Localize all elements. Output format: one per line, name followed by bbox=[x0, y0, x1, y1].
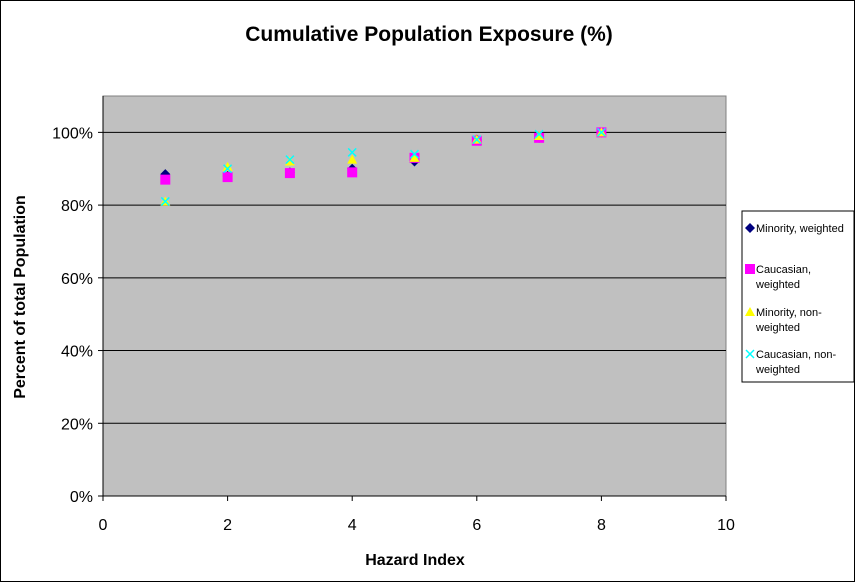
legend: Minority, weighted Caucasian, weighted Mino… bbox=[741, 210, 854, 383]
marker-stroke bbox=[472, 135, 482, 145]
legend-marker bbox=[745, 264, 755, 274]
data-point bbox=[285, 155, 295, 165]
tick-labels: 0% 20% 40% 60% 80% 100% 0 2 4 6 8 10 bbox=[52, 125, 735, 534]
legend-marker bbox=[745, 307, 755, 316]
data-point bbox=[409, 152, 420, 162]
x-axis-title: Hazard Index bbox=[365, 552, 465, 569]
marker-stroke bbox=[223, 164, 233, 174]
data-point bbox=[222, 172, 233, 183]
marker-stroke bbox=[534, 129, 544, 139]
data-point bbox=[222, 161, 233, 171]
marker-stroke bbox=[409, 149, 420, 159]
y-tick-label: 80% bbox=[61, 198, 93, 215]
legend-label: Caucasian, bbox=[756, 264, 811, 276]
axes bbox=[98, 96, 727, 501]
data-point bbox=[347, 154, 358, 164]
data-point bbox=[472, 135, 482, 145]
y-tick-label: 40% bbox=[61, 344, 93, 361]
marker-stroke bbox=[596, 127, 606, 137]
legend-label: weighted bbox=[755, 364, 800, 376]
data-point bbox=[534, 131, 545, 140]
legend-items: Minority, weighted Caucasian, weighted Mino… bbox=[745, 223, 844, 376]
y-tick-label: 60% bbox=[61, 271, 93, 288]
legend-box bbox=[741, 210, 854, 383]
legend-label: Caucasian, non- bbox=[756, 349, 836, 361]
marker-stroke bbox=[160, 196, 170, 206]
legend-marker bbox=[745, 223, 755, 233]
legend-label: Minority, non- bbox=[756, 307, 822, 319]
data-point bbox=[347, 167, 358, 178]
y-tick-label: 100% bbox=[52, 125, 93, 142]
data-point bbox=[596, 127, 606, 137]
data-point bbox=[160, 174, 171, 185]
data-points bbox=[160, 127, 607, 206]
data-point bbox=[284, 168, 295, 179]
x-tick-label: 2 bbox=[223, 517, 232, 534]
legend-label: weighted bbox=[755, 322, 800, 334]
legend-label: Minority, weighted bbox=[756, 223, 844, 235]
data-point bbox=[347, 147, 357, 157]
x-tick-label: 4 bbox=[348, 517, 357, 534]
grid-lines bbox=[103, 131, 726, 424]
x-tick-label: 6 bbox=[472, 517, 481, 534]
chart-title: Cumulative Population Exposure (%) bbox=[245, 23, 613, 46]
x-tick-label: 0 bbox=[99, 517, 108, 534]
legend-marker bbox=[745, 349, 755, 359]
data-point bbox=[223, 164, 233, 174]
x-tick-label: 8 bbox=[597, 517, 606, 534]
y-axis-title: Percent of total Population bbox=[12, 195, 29, 399]
data-point bbox=[409, 149, 420, 159]
data-point bbox=[160, 196, 170, 206]
legend-label: weighted bbox=[755, 279, 800, 291]
marker-stroke bbox=[745, 349, 755, 359]
data-point bbox=[284, 156, 295, 166]
x-tick-label: 10 bbox=[717, 517, 735, 534]
y-tick-label: 0% bbox=[70, 489, 93, 506]
marker-stroke bbox=[285, 155, 295, 165]
marker-stroke bbox=[347, 147, 357, 157]
y-tick-label: 20% bbox=[61, 416, 93, 433]
data-point bbox=[534, 129, 544, 139]
